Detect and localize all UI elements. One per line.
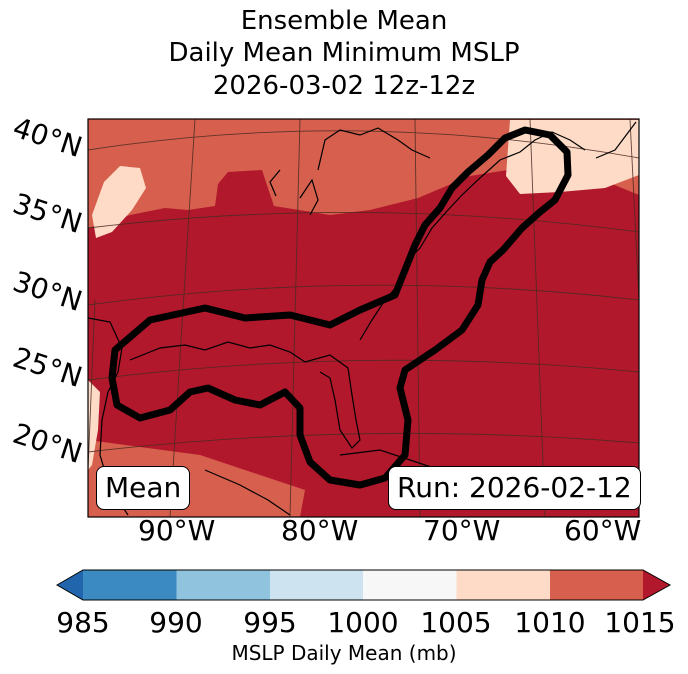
colorbar-segment-3 bbox=[363, 570, 457, 600]
colorbar-over-arrow bbox=[643, 570, 670, 600]
colorbar-segment-5 bbox=[550, 570, 643, 600]
lon-label-70w: 70°W bbox=[423, 514, 501, 547]
colorbar-tick-990: 990 bbox=[149, 606, 203, 639]
legend-mean-box: Mean bbox=[96, 466, 191, 510]
colorbar-under-arrow bbox=[57, 570, 83, 600]
map-frame bbox=[87, 118, 640, 518]
colorbar-tick-1010: 1010 bbox=[514, 606, 586, 639]
colorbar-segment-0 bbox=[83, 570, 177, 600]
colorbar-segment-2 bbox=[270, 570, 363, 600]
field-light-patch-west bbox=[92, 166, 146, 238]
colorbar-tick-1000: 1000 bbox=[327, 606, 399, 639]
title-line-3: 2026-03-02 12z-12z bbox=[212, 71, 476, 101]
lon-label-90w: 90°W bbox=[138, 514, 216, 547]
legend-run-box: Run: 2026-02-12 bbox=[388, 466, 641, 510]
colorbar-tick-995: 995 bbox=[243, 606, 297, 639]
outline-contour bbox=[108, 126, 572, 489]
lon-label-80w: 80°W bbox=[281, 514, 359, 547]
colorbar-segment-4 bbox=[456, 570, 550, 600]
colorbar-label: MSLP Daily Mean (mb) bbox=[231, 641, 457, 665]
colorbar-tick-1015: 1015 bbox=[604, 606, 676, 639]
colorbar-tick-1005: 1005 bbox=[420, 606, 492, 639]
colorbar bbox=[55, 569, 672, 601]
title-line-1: Ensemble Mean bbox=[240, 6, 448, 36]
colorbar-segment-1 bbox=[176, 570, 270, 600]
colorbar-tick-985: 985 bbox=[56, 606, 110, 639]
lon-label-60w: 60°W bbox=[564, 514, 642, 547]
title-line-2: Daily Mean Minimum MSLP bbox=[168, 38, 520, 68]
